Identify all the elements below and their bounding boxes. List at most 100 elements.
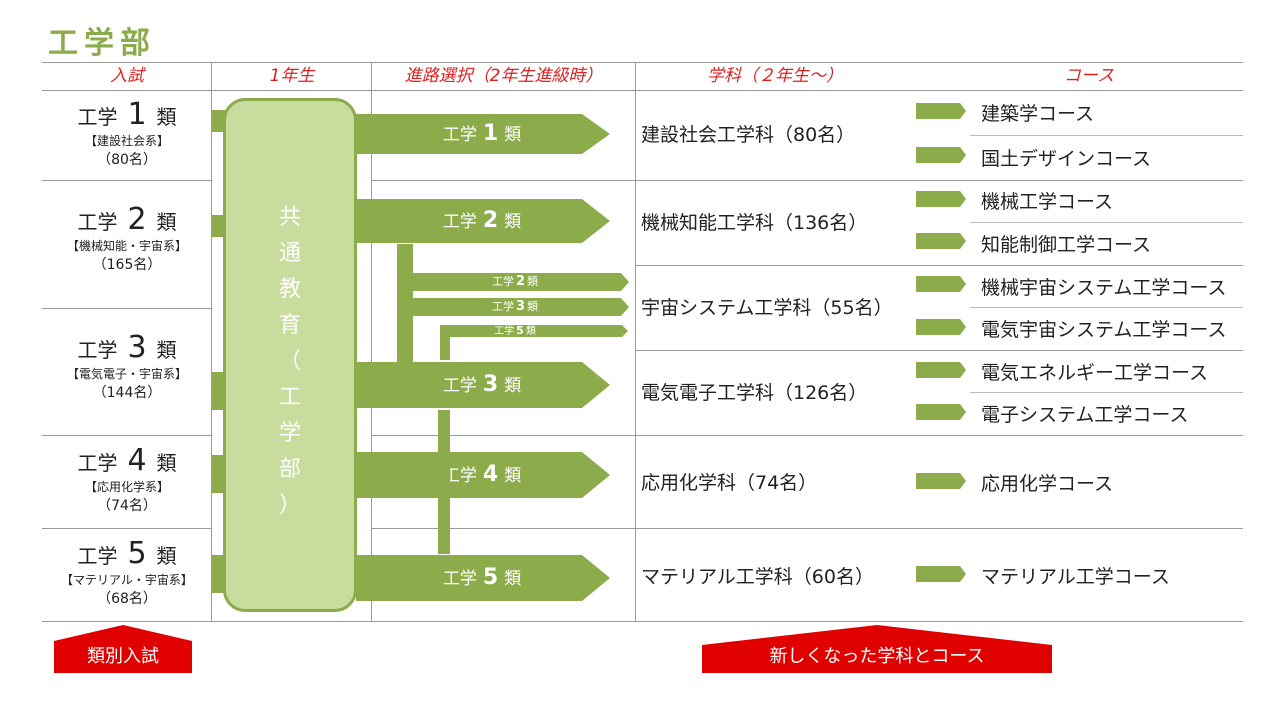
- header-course: コース: [1063, 66, 1115, 86]
- arrow-number: 3: [515, 299, 526, 314]
- department-3: 宇宙システム工学科（55名）: [641, 297, 893, 319]
- exam-capacity: （80名）: [97, 152, 157, 168]
- path-arrow-label-2: 工学 2 類: [372, 206, 592, 237]
- course-1: 建築学コース: [981, 103, 1095, 125]
- course-arrow: [916, 404, 966, 420]
- row-divider: [635, 265, 1243, 266]
- row-divider: [635, 528, 1243, 529]
- header-bottom-line: [42, 90, 1243, 91]
- department-6: マテリアル工学科（60名）: [641, 566, 874, 588]
- path-arrow-2: [356, 199, 610, 243]
- exam-capacity: （68名）: [97, 591, 157, 607]
- entry-connector: [212, 455, 226, 493]
- exam-label: 類: [156, 338, 177, 362]
- course-divider: [970, 135, 1243, 136]
- col-divider: [211, 62, 212, 622]
- path-arrow-3: [356, 362, 610, 408]
- header-dept: 学科（２年生〜）: [707, 66, 843, 86]
- arrow-text: 工学: [442, 212, 477, 232]
- department-4: 電気電子工学科（126名）: [641, 382, 868, 404]
- row-divider: [371, 180, 636, 181]
- arrow-number: 5: [482, 565, 499, 590]
- header-year1: 1年生: [269, 66, 315, 86]
- common-char: 学: [278, 421, 301, 446]
- entry-connector: [212, 372, 226, 410]
- header-path: 進路選択（2年生進級時）: [404, 66, 603, 86]
- course-arrow: [916, 319, 966, 335]
- path-arrow-label-4: 工学 4 類: [372, 460, 592, 491]
- path-arrow-label-3: 工学 3 類: [372, 370, 592, 401]
- course-divider: [970, 222, 1243, 223]
- branch-stem: [440, 330, 450, 360]
- arrow-text: 工学: [442, 466, 477, 486]
- exam-label: 類: [156, 451, 177, 475]
- branch-arrow-3: [397, 298, 629, 316]
- course-6: 電気宇宙システム工学コース: [981, 319, 1227, 341]
- arrow-number: 3: [482, 372, 499, 397]
- exam-field: 【マテリアル・宇宙系】: [61, 573, 193, 587]
- table-bottom-line: [42, 621, 1243, 622]
- arrow-text: 工学: [442, 125, 477, 145]
- department-1: 建設社会工学科（80名）: [641, 124, 856, 146]
- arrow-text: 類: [504, 466, 522, 486]
- exam-field: 【機械知能・宇宙系】: [66, 239, 187, 253]
- exam-number: 2: [127, 202, 147, 237]
- branch-label-3: 工学 3 類: [420, 296, 610, 318]
- course-5: 機械宇宙システム工学コース: [981, 277, 1227, 299]
- footer-right-label: 新しくなった学科とコース: [769, 646, 985, 667]
- exam-label: 工学: [77, 105, 118, 129]
- exam-label: 類: [156, 544, 177, 568]
- exam-label: 類: [156, 210, 177, 234]
- common-education-block: [223, 98, 357, 612]
- exam-capacity: （144名）: [92, 385, 162, 401]
- arrow-number: 1: [482, 121, 499, 146]
- exam-label: 類: [156, 105, 177, 129]
- arrow-text: 類: [525, 326, 536, 337]
- exam-capacity: （165名）: [92, 257, 162, 273]
- arrow-text: 類: [504, 125, 522, 145]
- exam-number: 4: [127, 443, 147, 478]
- course-3: 機械工学コース: [981, 191, 1114, 213]
- course-divider: [970, 392, 1243, 393]
- footer-arrow-right: [702, 625, 1052, 673]
- arrow-text: 工学: [494, 326, 515, 337]
- col-divider: [635, 62, 636, 622]
- course-arrow: [916, 276, 966, 292]
- course-arrow: [916, 147, 966, 163]
- common-char: ）: [278, 493, 301, 518]
- course-4: 知能制御工学コース: [981, 234, 1152, 256]
- path-arrow-5: [356, 555, 610, 601]
- course-arrow: [916, 566, 966, 582]
- arrow-text: 類: [527, 275, 539, 288]
- branch-stem: [438, 410, 450, 554]
- exam-cell-3: 工学 3 類 【電気電子・宇宙系】 （144名）: [42, 333, 212, 403]
- arrow-text: 工学: [491, 275, 514, 288]
- exam-label: 工学: [77, 451, 118, 475]
- page-title: 工学部: [48, 26, 156, 61]
- branch-arrow-5: [440, 325, 628, 337]
- entry-connector: [212, 110, 226, 132]
- exam-label: 工学: [77, 338, 118, 362]
- row-divider: [42, 528, 212, 529]
- exam-field: 【建設社会系】: [84, 134, 169, 148]
- common-char: 工: [278, 385, 301, 410]
- common-char: 通: [278, 241, 301, 266]
- course-7: 電気エネルギー工学コース: [981, 362, 1209, 384]
- exam-field: 【応用化学系】: [84, 480, 169, 494]
- common-char: 部: [278, 457, 301, 482]
- exam-capacity: （74名）: [97, 498, 157, 514]
- row-divider: [371, 435, 636, 436]
- footer-left-label: 類別入試: [87, 646, 159, 667]
- header-exam: 入試: [110, 66, 144, 86]
- row-divider: [42, 180, 212, 181]
- arrow-number: 2: [482, 208, 499, 233]
- course-8: 電子システム工学コース: [981, 404, 1189, 426]
- branch-arrow-2: [397, 273, 629, 291]
- row-divider: [42, 435, 212, 436]
- path-arrow-1: [356, 114, 610, 154]
- department-2: 機械知能工学科（136名）: [641, 212, 868, 234]
- row-divider: [635, 435, 1243, 436]
- col-divider: [371, 62, 372, 622]
- table-top-line: [42, 62, 1243, 63]
- course-9: 応用化学コース: [981, 473, 1114, 495]
